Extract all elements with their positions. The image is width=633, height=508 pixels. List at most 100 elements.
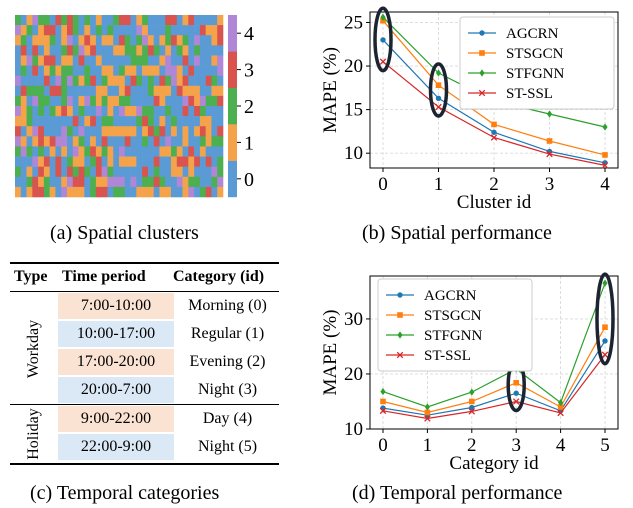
heatmap-cell: [107, 126, 114, 137]
heatmap-cell: [107, 75, 114, 87]
data-point: [397, 292, 403, 298]
heatmap-cell: [147, 126, 154, 137]
heatmap-cell: [84, 176, 91, 188]
heatmap-cell: [182, 136, 189, 147]
series-line: [382, 326, 606, 414]
data-point: [601, 162, 609, 169]
heatmap-cell: [43, 65, 50, 76]
heatmap-cell: [194, 15, 201, 26]
heatmap-cell: [188, 45, 195, 56]
heatmap-cell: [130, 85, 137, 97]
heatmap-cell: [61, 126, 68, 137]
data-point: [557, 409, 564, 417]
heatmap-cell: [199, 146, 206, 157]
heatmap-cell: [90, 146, 97, 157]
heatmap-cell: [38, 15, 45, 26]
heatmap-cell: [78, 15, 85, 26]
heatmap-cell: [194, 106, 201, 117]
heatmap-cell: [130, 126, 137, 137]
heatmap-cell: [171, 75, 178, 87]
heatmap-cell: [130, 55, 137, 66]
heatmap-cell: [211, 95, 218, 107]
heatmap-cell: [90, 85, 97, 97]
heatmap-cell: [119, 35, 126, 46]
heatmap-cell: [113, 45, 120, 56]
heatmap-cell: [84, 186, 91, 198]
heatmap-cell: [205, 45, 212, 56]
data-point: [479, 30, 485, 36]
heatmap-cell: [72, 65, 79, 76]
heatmap-cell: [61, 136, 68, 147]
heatmap-cell: [159, 55, 166, 66]
heatmap-cell: [49, 65, 56, 76]
heatmap-cell: [20, 166, 27, 178]
heatmap-cell: [67, 45, 74, 56]
heatmap-cell: [211, 85, 218, 97]
heatmap-cell: [188, 156, 195, 167]
heatmap-cell: [32, 156, 39, 167]
heatmap-cell: [67, 176, 74, 188]
heatmap-cell: [43, 95, 50, 107]
heatmap-cell: [43, 136, 50, 147]
heatmap-cell: [26, 45, 33, 56]
heatmap-cell: [211, 186, 218, 198]
heatmap-cell: [176, 186, 183, 198]
heatmap-cell: [171, 15, 178, 26]
legend-label: AGCRN: [424, 288, 477, 304]
heatmap-cell: [84, 25, 91, 36]
heatmap-cell: [211, 136, 218, 147]
x-tick-label: 3: [545, 174, 555, 195]
heatmap-cell: [101, 166, 108, 178]
heatmap-cell: [55, 65, 62, 76]
heatmap-cell: [26, 166, 33, 178]
heatmap-cell: [15, 156, 22, 167]
heatmap-cell: [136, 126, 143, 137]
heatmap-cell: [55, 126, 62, 137]
data-point: [479, 69, 485, 77]
heatmap-cell: [199, 35, 206, 46]
legend-box: [459, 16, 615, 110]
data-point: [602, 152, 608, 158]
heatmap-cell: [217, 146, 224, 157]
heatmap-cell: [205, 85, 212, 97]
data-point: [424, 415, 431, 422]
heatmap-cell: [61, 176, 68, 188]
heatmap-cell: [159, 85, 166, 97]
data-point: [380, 398, 386, 405]
heatmap-cell: [153, 55, 160, 66]
heatmap-cell: [153, 186, 160, 198]
data-point: [380, 37, 386, 43]
heatmap-cell: [55, 176, 62, 188]
heatmap-cell: [165, 176, 172, 188]
heatmap-cell: [182, 95, 189, 107]
heatmap-cell: [38, 116, 45, 127]
heatmap-cell: [84, 75, 91, 87]
heatmap-cell: [171, 55, 178, 66]
time-period-cell: 9:00-22:00: [58, 406, 174, 432]
heatmap-cell: [153, 85, 160, 97]
heatmap-cell: [217, 65, 224, 76]
heatmap-cell: [159, 106, 166, 117]
heatmap-cell: [32, 186, 39, 198]
heatmap-cell: [147, 186, 154, 198]
heatmap-cell: [171, 95, 178, 107]
heatmap-cell: [84, 136, 91, 147]
heatmap-cell: [113, 116, 120, 127]
heatmap-cell: [26, 146, 33, 157]
heatmap-cell: [107, 65, 114, 76]
data-point: [557, 404, 564, 410]
heatmap-cell: [142, 55, 149, 66]
data-point: [602, 279, 608, 287]
heatmap-cell: [78, 156, 85, 167]
heatmap-cell: [84, 106, 91, 117]
heatmap-cell: [90, 75, 97, 87]
heatmap-cell: [67, 65, 74, 76]
data-point: [435, 82, 442, 89]
heatmap-cell: [49, 85, 56, 97]
heatmap-cell: [217, 35, 224, 46]
heatmap-cell: [49, 55, 56, 66]
x-tick-label: 2: [467, 435, 477, 456]
heatmap-cell: [194, 166, 201, 178]
data-point: [380, 387, 386, 396]
data-point: [512, 398, 520, 405]
